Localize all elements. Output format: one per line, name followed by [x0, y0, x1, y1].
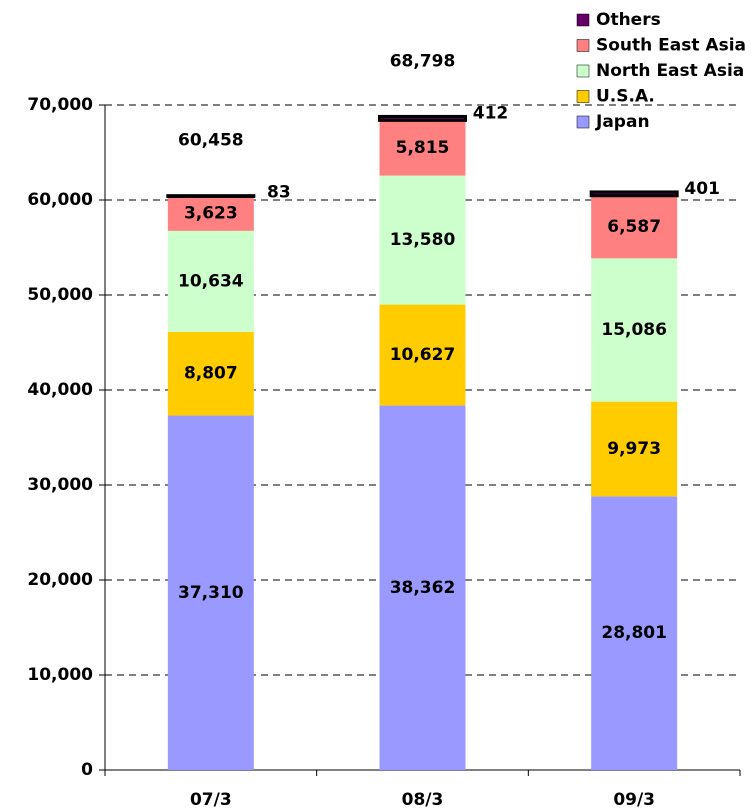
bar-segment — [167, 196, 254, 231]
data-label: 10,627 — [390, 345, 456, 365]
data-label: 8,807 — [184, 364, 238, 384]
data-label: 9,973 — [607, 439, 661, 459]
legend-swatch — [576, 90, 590, 103]
legend-label: U.S.A. — [596, 87, 655, 107]
total-label: 60,458 — [178, 131, 244, 151]
bar-segment — [591, 258, 678, 402]
y-tick-label: 0 — [81, 760, 93, 780]
bar-segment — [379, 175, 466, 305]
bar-segment — [589, 190, 679, 198]
y-tick-label: 60,000 — [27, 190, 93, 210]
legend-swatch — [576, 13, 590, 27]
x-tick-label: 08/3 — [402, 790, 444, 810]
legend-label: South East Asia — [596, 36, 746, 56]
bar-segment — [379, 405, 466, 770]
data-label: 412 — [473, 103, 509, 123]
y-tick-label: 20,000 — [27, 570, 93, 590]
data-label: 83 — [267, 183, 291, 203]
y-tick-label: 10,000 — [27, 665, 93, 685]
legend-label: North East Asia — [596, 61, 744, 81]
data-label: 13,580 — [390, 230, 456, 250]
data-label: 37,310 — [178, 583, 244, 603]
legend-swatch — [576, 115, 590, 129]
legend-label: Japan — [595, 112, 650, 132]
bar-segment — [167, 230, 254, 332]
y-tick-label: 40,000 — [27, 380, 93, 400]
bar-segment — [167, 415, 254, 770]
bar-segment — [379, 120, 466, 176]
bar-segment — [591, 496, 678, 770]
data-label: 6,587 — [607, 217, 661, 237]
data-label: 15,086 — [601, 320, 667, 340]
data-label: 3,623 — [184, 204, 238, 224]
bar-segment — [379, 304, 466, 406]
data-label: 401 — [684, 179, 720, 199]
bar-segment — [378, 114, 467, 122]
y-tick-label: 50,000 — [27, 285, 93, 305]
bar-segment — [166, 194, 256, 198]
x-tick-label: 09/3 — [613, 790, 655, 810]
data-label: 28,801 — [601, 623, 667, 643]
legend-swatch — [576, 39, 590, 52]
y-tick-label: 30,000 — [27, 475, 93, 495]
bar-segment — [591, 195, 678, 259]
data-label: 10,634 — [178, 271, 244, 291]
legend-label: Others — [596, 10, 661, 30]
bar-segment — [591, 401, 678, 497]
legend-swatch — [576, 64, 590, 78]
data-label: 5,815 — [396, 138, 450, 158]
data-label: 38,362 — [390, 578, 456, 598]
total-label: 68,798 — [390, 51, 456, 71]
bar-segment — [167, 331, 254, 416]
y-tick-label: 70,000 — [27, 95, 93, 115]
x-tick-label: 07/3 — [190, 790, 232, 810]
